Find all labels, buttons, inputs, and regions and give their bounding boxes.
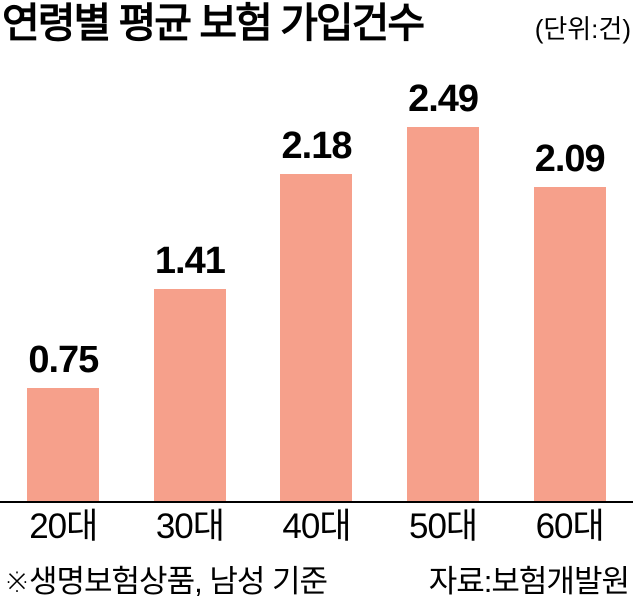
unit-label: (단위:건) [534,14,631,44]
x-axis-label-50s: 50대 [409,507,478,546]
bar-chart-plot-area: 0.75 1.41 2.18 2.49 2.09 [0,58,633,503]
bar-column: 2.49 [380,58,507,501]
bar-40s [280,174,353,501]
bar-20s [27,388,100,501]
x-axis-label-40s: 40대 [282,507,351,546]
source-credit: 자료:보험개발원 [428,564,630,599]
bar-column: 2.18 [253,58,380,501]
bar-value-label: 0.75 [28,339,99,381]
footnote: ※생명보험상품, 남성 기준 [4,564,328,599]
x-axis-labels: 20대 30대 40대 50대 60대 [0,507,633,547]
x-axis-label-60s: 60대 [535,507,605,546]
x-axis-label-30s: 30대 [155,507,225,546]
bar-value-label: 2.09 [534,138,606,180]
x-axis-label-20s: 20대 [29,507,98,546]
bar-60s [533,187,606,501]
chart-header: 연령별 평균 보험 가입건수 (단위:건) [0,0,633,47]
bar-value-label: 2.49 [408,78,479,120]
chart-title: 연령별 평균 보험 가입건수 [2,0,425,46]
bar-50s [407,127,480,501]
bar-column: 2.09 [506,58,633,501]
bar-30s [153,289,226,501]
bar-column: 1.41 [127,58,254,501]
bar-column: 0.75 [0,58,127,501]
bar-value-label: 1.41 [154,240,226,282]
chart-footer: ※생명보험상품, 남성 기준 자료:보험개발원 [0,556,633,600]
bar-value-label: 2.18 [281,125,353,167]
